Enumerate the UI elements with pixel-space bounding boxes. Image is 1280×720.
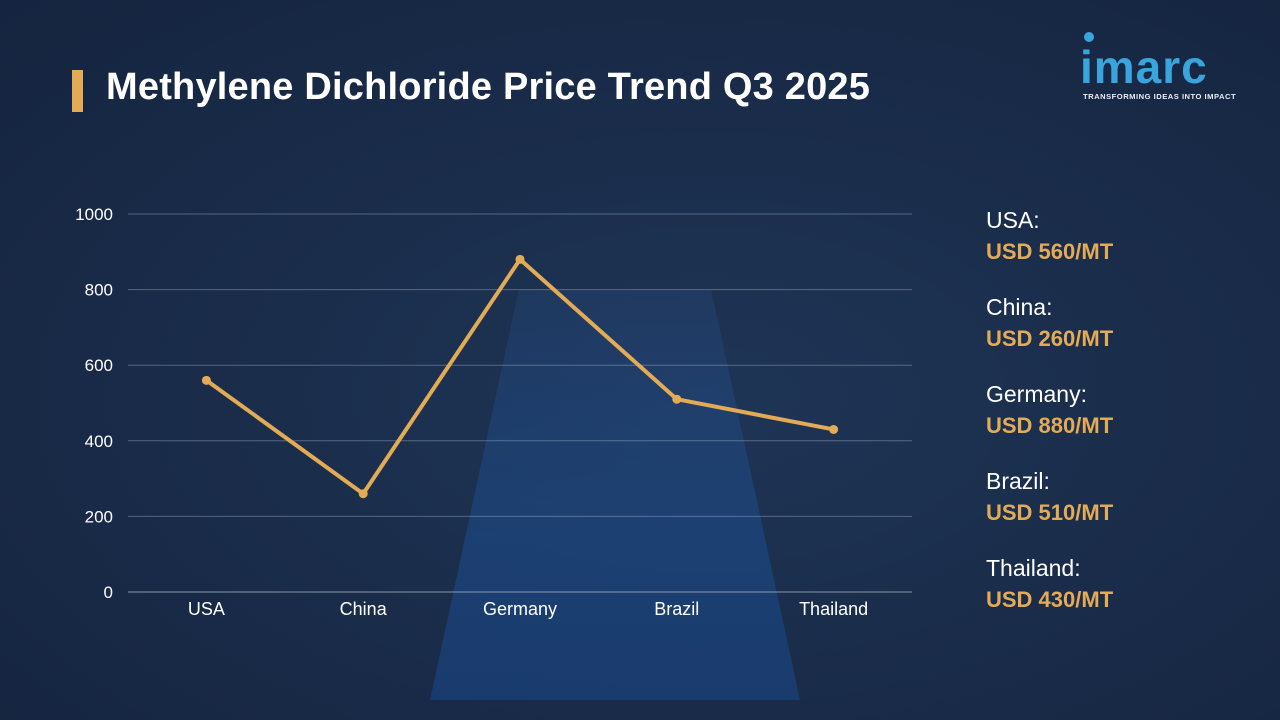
y-tick-label: 400 (85, 432, 113, 451)
x-tick-label: Brazil (654, 599, 699, 619)
summary-item: USA: USD 560/MT (986, 206, 1266, 270)
summary-price: USD 430/MT (986, 587, 1114, 612)
y-tick-label: 800 (85, 281, 113, 300)
y-tick-label: 1000 (75, 205, 113, 224)
y-tick-label: 600 (85, 356, 113, 375)
summary-price: USD 510/MT (986, 500, 1114, 525)
price-line-chart: 0 200 400 600 800 1000 USA China Germany Brazil Th… (75, 205, 912, 619)
logo-dot-icon (1084, 32, 1094, 42)
title-accent-bar (72, 70, 83, 112)
summary-item: Brazil: USD 510/MT (986, 467, 1266, 531)
x-tick-label: Germany (483, 599, 557, 619)
logo-tagline: TRANSFORMING IDEAS INTO IMPACT (1083, 92, 1237, 101)
y-tick-label: 0 (104, 583, 113, 602)
data-point (201, 375, 211, 385)
imarc-logo: imarc TRANSFORMING IDEAS INTO IMPACT (1080, 32, 1250, 104)
summary-country: Thailand: (986, 555, 1081, 581)
summary-price: USD 260/MT (986, 326, 1114, 351)
summary-country: China: (986, 294, 1053, 320)
series-line (204, 257, 836, 496)
data-point (672, 394, 682, 404)
page-title: Methylene Dichloride Price Trend Q3 2025 (106, 66, 871, 108)
summary-price: USD 560/MT (986, 239, 1114, 264)
x-tick-label: Thailand (799, 599, 868, 619)
summary-item: Germany: USD 880/MT (986, 380, 1266, 444)
summary-price: USD 880/MT (986, 413, 1114, 438)
summary-item: Thailand: USD 430/MT (986, 554, 1266, 618)
x-tick-label: USA (188, 599, 225, 619)
data-point (515, 254, 525, 264)
data-point (829, 424, 839, 434)
summary-country: USA: (986, 207, 1040, 233)
summary-country: Brazil: (986, 468, 1050, 494)
y-tick-label: 200 (85, 507, 113, 526)
summary-country: Germany: (986, 381, 1087, 407)
logo-wordmark: imarc (1080, 41, 1208, 93)
summary-item: China: USD 260/MT (986, 293, 1266, 357)
data-point (358, 489, 368, 499)
x-tick-label: China (340, 599, 388, 619)
price-summary-panel: USA: USD 560/MT China: USD 260/MT German… (986, 206, 1266, 641)
